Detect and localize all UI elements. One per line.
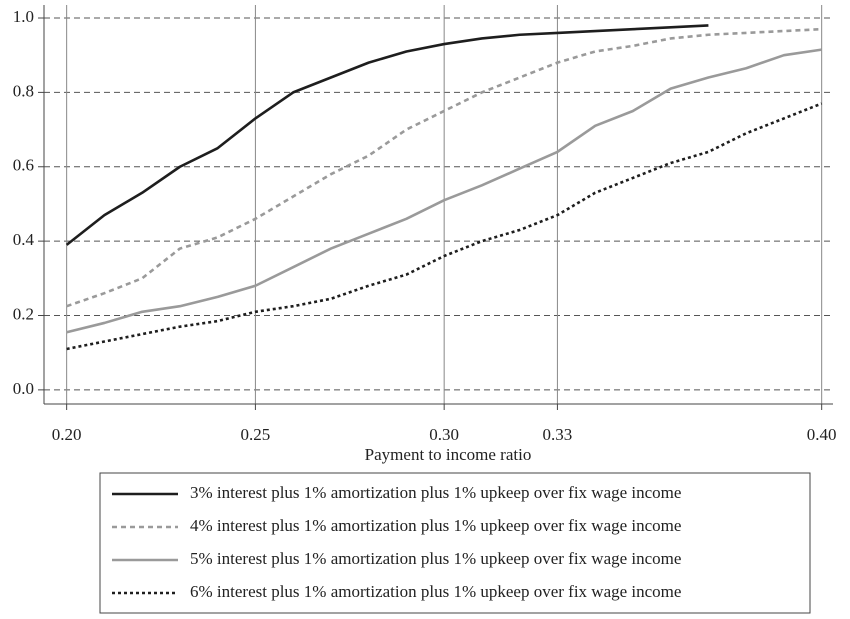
y-tick-label: 0.2 <box>13 304 34 323</box>
legend-box <box>99 472 811 614</box>
series-line <box>66 27 822 308</box>
legend-label: 5% interest plus 1% amortization plus 1%… <box>190 549 681 568</box>
x-tick-label: 0.20 <box>52 425 82 444</box>
series-line <box>66 48 822 334</box>
legend-label: 6% interest plus 1% amortization plus 1%… <box>190 582 681 601</box>
legend-label: 3% interest plus 1% amortization plus 1%… <box>190 483 681 502</box>
x-tick-label: 0.40 <box>807 425 837 444</box>
x-tick-label: 0.25 <box>241 425 271 444</box>
y-tick-label: 0.4 <box>13 230 35 249</box>
legend-label: 4% interest plus 1% amortization plus 1%… <box>190 516 681 535</box>
x-tick-label: 0.30 <box>429 425 459 444</box>
series-line <box>66 102 823 351</box>
x-axis-label: Payment to income ratio <box>365 445 532 464</box>
y-tick-label: 0.0 <box>13 379 34 398</box>
x-tick-label: 0.33 <box>543 425 573 444</box>
y-tick-label: 0.6 <box>13 156 34 175</box>
y-tick-label: 1.0 <box>13 7 34 26</box>
y-tick-label: 0.8 <box>13 81 34 100</box>
series-line <box>65 24 709 246</box>
